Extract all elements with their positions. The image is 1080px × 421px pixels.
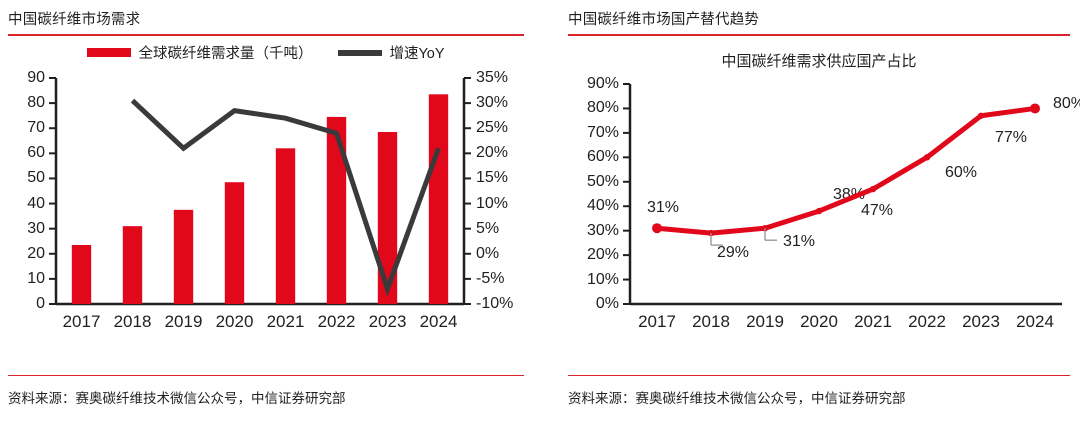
x-axis-tick-label: 2017 xyxy=(638,312,676,331)
y-axis-tick-label: 40% xyxy=(586,197,619,215)
bar xyxy=(428,94,449,304)
data-point-label: 29% xyxy=(716,244,750,262)
x-axis-tick-label: 2023 xyxy=(368,312,407,331)
chart-svg xyxy=(623,83,1062,306)
x-axis-tick-label: 2022 xyxy=(908,312,946,331)
y2-axis-tick-label: 10% xyxy=(476,194,509,212)
right-chart: 中国碳纤维需求供应国产占比 0% 10% 20% 30% 40% 50% 60% 70% 80%… xyxy=(568,36,1080,348)
bar xyxy=(122,226,143,304)
y2-axis-tick-label: 5% xyxy=(476,219,500,237)
x-axis-tick-label: 2018 xyxy=(113,312,152,331)
right-source-text: 资料来源：赛奥碳纤维技术微信公众号，中信证券研究部 xyxy=(568,391,906,406)
x-axis-tick-label: 2017 xyxy=(62,312,101,331)
data-point-marker xyxy=(977,112,985,119)
data-point-label: 80% xyxy=(1052,95,1080,113)
x-axis-tick-label: 2018 xyxy=(692,312,730,331)
y-axis-tick-label: 80% xyxy=(586,99,619,117)
y2-axis-tick-label: 35% xyxy=(476,69,509,86)
left-footer-rule xyxy=(8,375,524,376)
right-panel: 中国碳纤维市场国产替代趋势 中国碳纤维需求供应国产占比 0% 10% 20% 30% 4… xyxy=(540,0,1080,421)
legend-swatch-bar-icon xyxy=(87,48,132,57)
legend-item-demand: 全球碳纤维需求量（千吨） xyxy=(87,42,312,63)
y-axis-tick-label: 10 xyxy=(27,269,45,287)
y-axis-tick-label: 30% xyxy=(586,221,619,239)
legend-label-demand: 全球碳纤维需求量（千吨） xyxy=(138,46,313,62)
data-point-label: 31% xyxy=(646,199,680,217)
right-plot-area: 0% 10% 20% 30% 40% 50% 60% 70% 80% 90% 2017 2018 201… xyxy=(568,75,1080,340)
x-axis-tick-label: 2021 xyxy=(266,312,305,331)
bar xyxy=(377,131,398,304)
legend-swatch-line-icon xyxy=(338,49,383,56)
x-axis-tick-label: 2024 xyxy=(1016,312,1054,331)
right-panel-title: 中国碳纤维市场国产替代趋势 xyxy=(568,12,760,28)
left-source-text: 资料来源：赛奥碳纤维技术微信公众号，中信证券研究部 xyxy=(8,391,346,406)
left-title-rule xyxy=(8,34,524,36)
y-axis-tick-label: 70 xyxy=(27,119,45,137)
right-footer-rule xyxy=(568,375,1070,376)
x-axis-tick-label: 2024 xyxy=(419,312,458,331)
y2-axis-tick-label: 0% xyxy=(476,244,500,262)
legend-item-yoy: 增速YoY xyxy=(338,42,445,63)
data-point-marker xyxy=(1030,103,1040,114)
data-point-label: 77% xyxy=(994,128,1028,146)
right-title-rule xyxy=(568,34,1070,36)
left-panel: 中国碳纤维市场需求 全球碳纤维需求量（千吨） 增速YoY 0 10 20 30 40 50… xyxy=(0,12,540,421)
x-axis-tick-label: 2019 xyxy=(746,312,784,331)
y-axis-tick-label: 60 xyxy=(27,144,45,162)
data-point-marker xyxy=(923,154,931,161)
y-axis-tick-label: 50 xyxy=(27,169,45,187)
y-axis-tick-label: 50% xyxy=(586,172,619,190)
x-axis-tick-label: 2021 xyxy=(854,312,892,331)
y-axis-tick-label: 60% xyxy=(586,148,619,166)
y-axis-tick-label: 30 xyxy=(27,219,45,237)
data-point-label: 47% xyxy=(860,202,894,220)
yoy-line-series xyxy=(130,98,441,297)
x-axis-tick-label: 2023 xyxy=(962,312,1000,331)
y2-axis-tick-label: 25% xyxy=(476,119,509,137)
y-axis-tick-label: 40 xyxy=(27,194,45,212)
left-panel-title: 中国碳纤维市场需求 xyxy=(8,12,141,28)
y2-axis-tick-label: 30% xyxy=(476,94,509,112)
x-axis-tick-label: 2020 xyxy=(800,312,838,331)
y2-axis-tick-label: 20% xyxy=(476,144,509,162)
left-plot-area: 0 10 20 30 40 50 60 70 80 90 -10% -5% 0% 5% 10% 15% 20% 2… xyxy=(8,70,524,340)
legend-label-yoy: 增速YoY xyxy=(389,46,445,62)
data-point-label: 38% xyxy=(832,186,866,204)
y-axis-tick-label: 20 xyxy=(27,244,45,262)
y2-axis-tick-label: -10% xyxy=(476,295,514,312)
y-axis-tick-label: 70% xyxy=(586,123,619,141)
data-point-marker xyxy=(652,223,662,234)
bar xyxy=(275,148,296,304)
x-axis-tick-label: 2019 xyxy=(164,312,203,331)
y-axis-tick-label: 0 xyxy=(36,295,45,312)
y-axis-tick-label: 90% xyxy=(586,75,619,92)
y-axis-tick-label: 90 xyxy=(27,69,45,86)
domestic-share-line-series xyxy=(654,105,1038,236)
bar xyxy=(326,116,347,304)
x-axis-tick-label: 2022 xyxy=(317,312,356,331)
data-point-label: 31% xyxy=(782,233,816,251)
y-axis-tick-label: 80 xyxy=(27,94,45,112)
chart-svg xyxy=(49,77,471,306)
y2-axis-tick-label: -5% xyxy=(476,269,505,287)
data-point-marker xyxy=(815,207,823,215)
x-axis-tick-label: 2020 xyxy=(215,312,254,331)
y-axis-tick-label: 10% xyxy=(586,270,619,288)
bar xyxy=(71,244,92,304)
left-chart-legend: 全球碳纤维需求量（千吨） 增速YoY xyxy=(8,42,524,63)
bar xyxy=(224,182,245,304)
y2-axis-tick-label: 15% xyxy=(476,169,509,187)
right-chart-subtitle: 中国碳纤维需求供应国产占比 xyxy=(721,53,917,70)
data-point-marker xyxy=(869,185,877,193)
y-axis-tick-label: 20% xyxy=(586,246,619,264)
left-footer: 资料来源：赛奥碳纤维技术微信公众号，中信证券研究部 xyxy=(0,375,540,421)
data-point-label: 60% xyxy=(944,164,978,182)
right-footer: 资料来源：赛奥碳纤维技术微信公众号，中信证券研究部 xyxy=(540,375,1080,421)
y-axis-tick-label: 0% xyxy=(595,295,619,312)
left-chart: 全球碳纤维需求量（千吨） 增速YoY 0 10 20 30 40 50 60 70 80 90 -1… xyxy=(8,36,524,348)
bar xyxy=(173,209,194,304)
